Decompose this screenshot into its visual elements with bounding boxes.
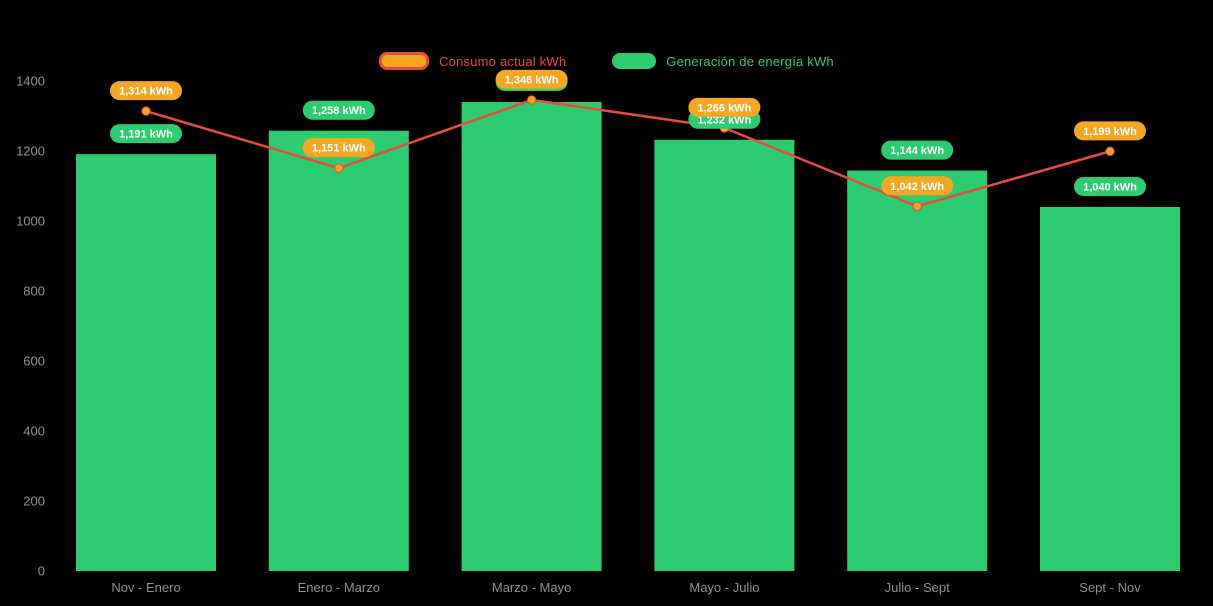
y-tick-label: 800	[23, 284, 45, 299]
consumption-value-pill	[110, 81, 182, 101]
generation-value-pill	[110, 124, 182, 144]
x-category-label: Mayo - Julio	[689, 580, 759, 595]
consumption-value-pill-text: 1,314 kWh	[119, 86, 173, 98]
consumption-marker[interactable]	[526, 95, 537, 105]
consumption-value-pill	[688, 97, 761, 117]
generation-value-pill-text: 1,191 kWh	[119, 129, 173, 141]
x-category-label: Marzo - Mayo	[492, 580, 571, 595]
chart-legend: Consumo actual kWh Generación de energía…	[0, 52, 1213, 70]
generation-bar[interactable]	[654, 139, 795, 572]
consumption-value-pill	[495, 69, 568, 89]
consumption-value-pill-text: 1,042 kWh	[890, 181, 944, 193]
consumption-marker[interactable]	[334, 163, 344, 173]
legend-item-generacion[interactable]: Generación de energía kWh	[612, 53, 834, 69]
consumption-line	[144, 98, 1112, 208]
generation-value-pill-text: 1,258 kWh	[312, 105, 366, 117]
generation-value-pill	[302, 100, 375, 120]
y-tick-label: 1400	[16, 74, 45, 89]
legend-item-consumo[interactable]: Consumo actual kWh	[379, 52, 566, 70]
generation-bar[interactable]	[268, 130, 409, 571]
generation-bar[interactable]	[461, 102, 602, 571]
y-tick-label: 1000	[16, 214, 45, 229]
generation-value-pill	[1074, 177, 1146, 196]
consumption-value-pill-text: 1,199 kWh	[1083, 126, 1137, 138]
consumption-marker[interactable]	[141, 106, 151, 116]
generation-value-pill-text: 1,040 kWh	[1083, 182, 1137, 194]
y-tick-label: 1200	[16, 144, 45, 159]
legend-label-consumo: Consumo actual kWh	[439, 53, 567, 69]
y-tick-label: 400	[23, 424, 45, 439]
generation-value-pill-text: 1,232 kWh	[697, 114, 751, 126]
consumption-marker[interactable]	[1105, 146, 1115, 157]
y-tick-label: 600	[23, 354, 45, 369]
consumption-value-pill-text: 1,346 kWh	[505, 74, 559, 86]
consumption-marker[interactable]	[912, 201, 922, 212]
generation-bar[interactable]	[76, 154, 216, 571]
consumption-value-pill	[1074, 121, 1146, 141]
x-category-label: Julio - Sept	[885, 580, 950, 595]
consumo-swatch-icon	[379, 52, 430, 70]
generation-value-pill-text: 1,144 kWh	[890, 145, 944, 157]
generacion-swatch-icon	[612, 53, 657, 69]
y-tick-label: 0	[38, 564, 45, 579]
legend-label-generacion: Generación de energía kWh	[666, 53, 834, 69]
consumption-value-pill-text: 1,151 kWh	[312, 143, 366, 155]
x-category-label: Sept - Nov	[1079, 580, 1141, 595]
generation-bar[interactable]	[847, 170, 988, 571]
consumption-value-pill-text: 1,266 kWh	[697, 102, 751, 114]
y-tick-label: 200	[23, 494, 45, 509]
generation-value-pill	[881, 140, 954, 160]
x-category-label: Nov - Enero	[111, 580, 180, 595]
consumption-value-pill	[302, 138, 375, 158]
consumption-value-pill	[881, 176, 954, 196]
generation-bar[interactable]	[1040, 207, 1180, 571]
x-category-label: Enero - Marzo	[298, 580, 380, 595]
